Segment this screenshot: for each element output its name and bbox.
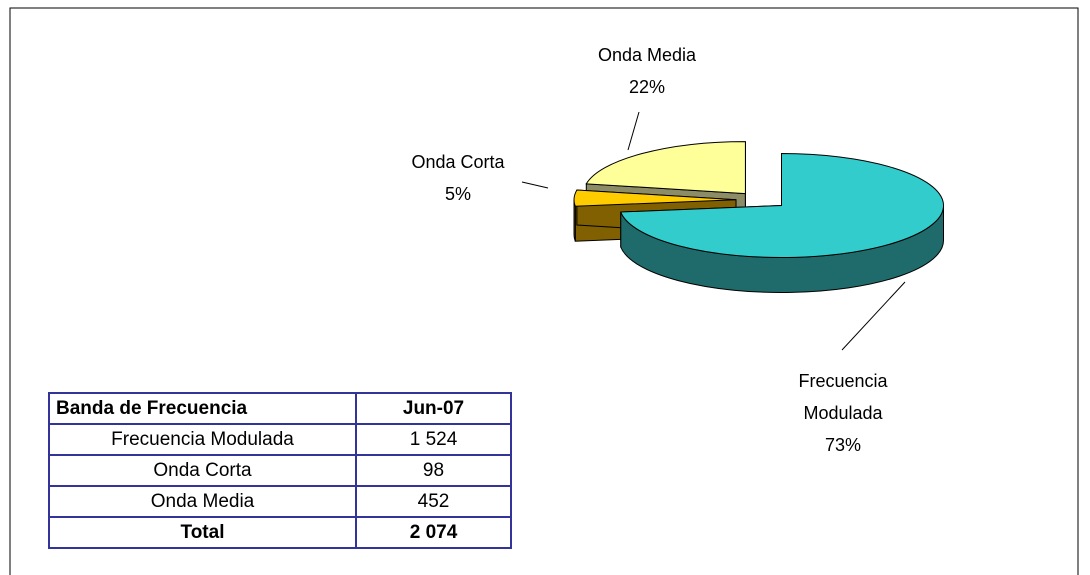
slice — [585, 141, 746, 195]
table-cell: 452 — [355, 485, 512, 518]
table-cell: Onda Corta — [48, 454, 357, 487]
slice — [620, 153, 944, 259]
table-cell: 98 — [355, 454, 512, 487]
slice-value: 22% — [628, 77, 666, 97]
table-row: Onda Corta 98 — [48, 454, 512, 487]
total-cell: Total — [48, 516, 357, 549]
slice-category: Frecuencia Modulada — [798, 371, 888, 423]
table-cell: Frecuencia Modulada — [48, 423, 357, 456]
slice-label: Frecuencia Modulada 73% — [783, 365, 903, 461]
slice-value: 73% — [824, 435, 862, 455]
header-cell: Jun-07 — [355, 392, 512, 425]
table-header: Banda de Frecuencia Jun-07 — [48, 392, 512, 425]
header-cell: Banda de Frecuencia — [48, 392, 357, 425]
table-row: Frecuencia Modulada 1 524 — [48, 423, 512, 456]
slice-category: Onda Media — [597, 45, 697, 65]
table-total: Total 2 074 — [48, 516, 512, 549]
leader-line — [627, 111, 640, 151]
slice-value: 5% — [444, 184, 471, 204]
chart-border — [9, 7, 1079, 575]
leader-line — [841, 281, 906, 351]
slice-label: Onda Media 22% — [567, 39, 727, 103]
data-table: Banda de Frecuencia Jun-07 Frecuencia Mo… — [48, 392, 512, 549]
slice — [573, 189, 737, 207]
table-body: Frecuencia Modulada 1 524 Onda Corta 98 Onda… — [48, 423, 512, 518]
slice-category: Onda Corta — [411, 152, 505, 172]
table-cell: Onda Media — [48, 485, 357, 518]
leader-line — [521, 181, 549, 189]
pie — [573, 141, 945, 293]
total-cell: 2 074 — [355, 516, 512, 549]
table-row: Onda Media 452 — [48, 485, 512, 518]
slice-label: Onda Corta 5% — [378, 146, 538, 210]
table-cell: 1 524 — [355, 423, 512, 456]
